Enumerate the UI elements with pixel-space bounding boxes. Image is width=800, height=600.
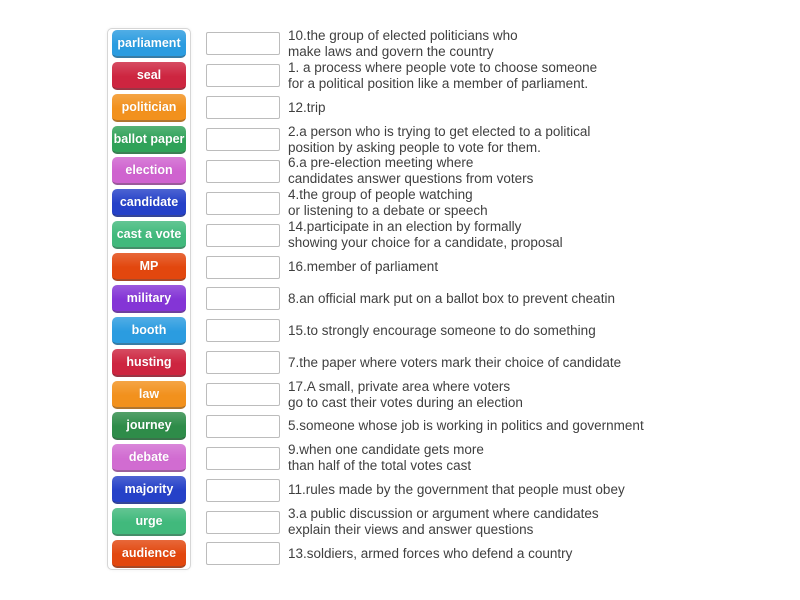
answer-slot[interactable] — [206, 287, 280, 311]
match-row: debate 9.when one candidate gets more th… — [107, 442, 767, 474]
definition-text: 17.A small, private area where voters go… — [288, 378, 523, 410]
definition-text: 4.the group of people watching or listen… — [288, 187, 488, 219]
keyword-tile[interactable]: booth — [112, 316, 186, 345]
tile-cell: parliament — [107, 29, 191, 58]
definition-text: 2.a person who is trying to get elected … — [288, 123, 591, 155]
definition-text: 15.to strongly encourage someone to do s… — [288, 322, 596, 338]
tile-cell: politician — [107, 93, 191, 122]
match-row: cast a vote 14.participate in an electio… — [107, 219, 767, 251]
keyword-tile[interactable]: ballot paper — [112, 125, 186, 154]
keyword-tile[interactable]: journey — [112, 412, 186, 441]
match-row: journey 5.someone whose job is working i… — [107, 411, 767, 443]
answer-slot[interactable] — [206, 128, 280, 152]
match-row: candidate 4.the group of people watching… — [107, 187, 767, 219]
definition-text: 12.trip — [288, 99, 326, 115]
match-row: parliament 10.the group of elected polit… — [107, 28, 767, 60]
match-row: law 17.A small, private area where voter… — [107, 379, 767, 411]
match-row: audience 13.soldiers, armed forces who d… — [107, 538, 767, 570]
match-row: ballot paper 2.a person who is trying to… — [107, 124, 767, 156]
keyword-tile[interactable]: election — [112, 157, 186, 186]
match-row: military 8.an official mark put on a bal… — [107, 283, 767, 315]
match-row: seal 1. a process where people vote to c… — [107, 60, 767, 92]
answer-slot[interactable] — [206, 32, 280, 56]
tile-cell: military — [107, 284, 191, 313]
definition-text: 5.someone whose job is working in politi… — [288, 418, 644, 434]
definition-text: 10.the group of elected politicians who … — [288, 27, 518, 59]
tile-cell: urge — [107, 508, 191, 537]
answer-slot[interactable] — [206, 96, 280, 120]
keyword-tile[interactable]: seal — [112, 61, 186, 90]
tile-cell: husting — [107, 348, 191, 377]
definition-text: 16.member of parliament — [288, 259, 439, 275]
definition-text: 8.an official mark put on a ballot box t… — [288, 290, 615, 306]
match-row: booth 15.to strongly encourage someone t… — [107, 315, 767, 347]
answer-slot[interactable] — [206, 478, 280, 502]
match-up-activity: parliament 10.the group of elected polit… — [107, 28, 767, 570]
match-row: election 6.a pre-election meeting where … — [107, 155, 767, 188]
tile-cell: debate — [107, 444, 191, 473]
keyword-tile[interactable]: husting — [112, 348, 186, 377]
answer-slot[interactable] — [206, 223, 280, 247]
answer-slot[interactable] — [206, 542, 280, 566]
answer-slot[interactable] — [206, 446, 280, 470]
definition-text: 11.rules made by the government that peo… — [288, 482, 625, 498]
answer-slot[interactable] — [206, 383, 280, 407]
tile-cell: seal — [107, 61, 191, 90]
keyword-tile[interactable]: politician — [112, 93, 186, 122]
definition-text: 7.the paper where voters mark their choi… — [288, 354, 622, 370]
definition-text: 3.a public discussion or argument where … — [288, 506, 599, 538]
keyword-tile[interactable]: majority — [112, 476, 186, 505]
match-rows: parliament 10.the group of elected polit… — [107, 28, 767, 570]
definition-text: 6.a pre-election meeting where candidate… — [288, 155, 534, 187]
match-row: MP 16.member of parliament — [107, 251, 767, 283]
definition-text: 1. a process where people vote to choose… — [288, 59, 598, 91]
tile-cell: booth — [107, 316, 191, 345]
keyword-tile[interactable]: candidate — [112, 189, 186, 218]
answer-slot[interactable] — [206, 319, 280, 343]
answer-slot[interactable] — [206, 414, 280, 438]
answer-slot[interactable] — [206, 351, 280, 375]
keyword-tile[interactable]: law — [112, 380, 186, 409]
tile-cell: ballot paper — [107, 125, 191, 154]
answer-slot[interactable] — [206, 159, 280, 183]
definition-text: 13.soldiers, armed forces who defend a c… — [288, 545, 573, 561]
tile-cell: candidate — [107, 189, 191, 218]
tile-cell: majority — [107, 476, 191, 505]
match-row: urge 3.a public discussion or argument w… — [107, 506, 767, 538]
tile-cell: election — [107, 157, 191, 186]
answer-slot[interactable] — [206, 64, 280, 88]
keyword-tile[interactable]: cast a vote — [112, 221, 186, 250]
match-row: majority 11.rules made by the government… — [107, 474, 767, 506]
keyword-tile[interactable]: MP — [112, 253, 186, 282]
match-row: politician 12.trip — [107, 92, 767, 124]
keyword-tile[interactable]: parliament — [112, 29, 186, 58]
tile-cell: audience — [107, 539, 191, 568]
match-row: husting 7.the paper where voters mark th… — [107, 347, 767, 379]
tile-cell: cast a vote — [107, 221, 191, 250]
tile-cell: journey — [107, 412, 191, 441]
keyword-tile[interactable]: debate — [112, 444, 186, 473]
answer-slot[interactable] — [206, 191, 280, 215]
definition-text: 14.participate in an election by formall… — [288, 219, 563, 251]
keyword-tile[interactable]: military — [112, 284, 186, 313]
keyword-tile[interactable]: urge — [112, 508, 186, 537]
keyword-tile[interactable]: audience — [112, 539, 186, 568]
definition-text: 9.when one candidate gets more than half… — [288, 442, 484, 474]
tile-cell: MP — [107, 253, 191, 282]
answer-slot[interactable] — [206, 510, 280, 534]
answer-slot[interactable] — [206, 255, 280, 279]
tile-cell: law — [107, 380, 191, 409]
